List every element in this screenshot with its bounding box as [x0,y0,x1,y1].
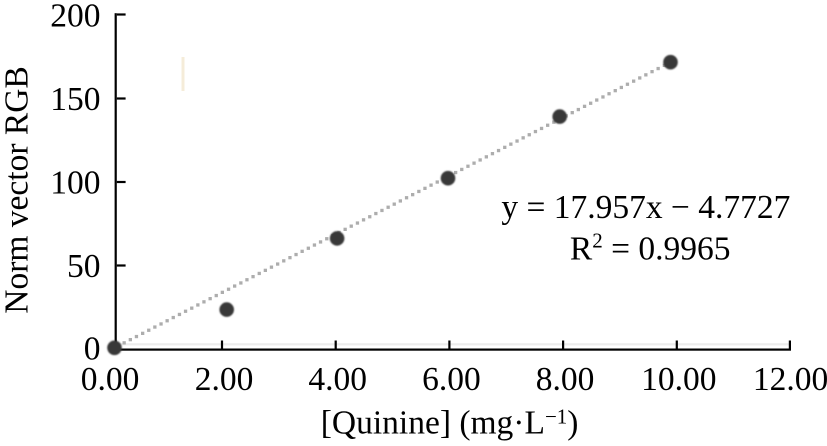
svg-text:R2 = 0.9965: R2 = 0.9965 [570,229,731,268]
svg-text:150: 150 [50,81,100,118]
svg-text:0: 0 [84,331,101,368]
svg-text:50: 50 [67,248,101,285]
svg-text:4.00: 4.00 [308,361,367,398]
svg-text:y = 17.957x − 4.7727: y = 17.957x − 4.7727 [501,189,790,226]
svg-text:0.00: 0.00 [81,361,140,398]
svg-text:12.00: 12.00 [753,361,827,398]
svg-text:200: 200 [50,0,100,35]
svg-text:10.00: 10.00 [641,361,716,398]
svg-text:100: 100 [50,165,100,202]
svg-text:Norm vector RGB: Norm vector RGB [0,66,36,314]
svg-text:6.00: 6.00 [422,361,481,398]
svg-text:2.00: 2.00 [195,361,254,398]
svg-text:[Quinine] (mg·L−1): [Quinine] (mg·L−1) [321,405,579,442]
svg-text:8.00: 8.00 [536,361,595,398]
